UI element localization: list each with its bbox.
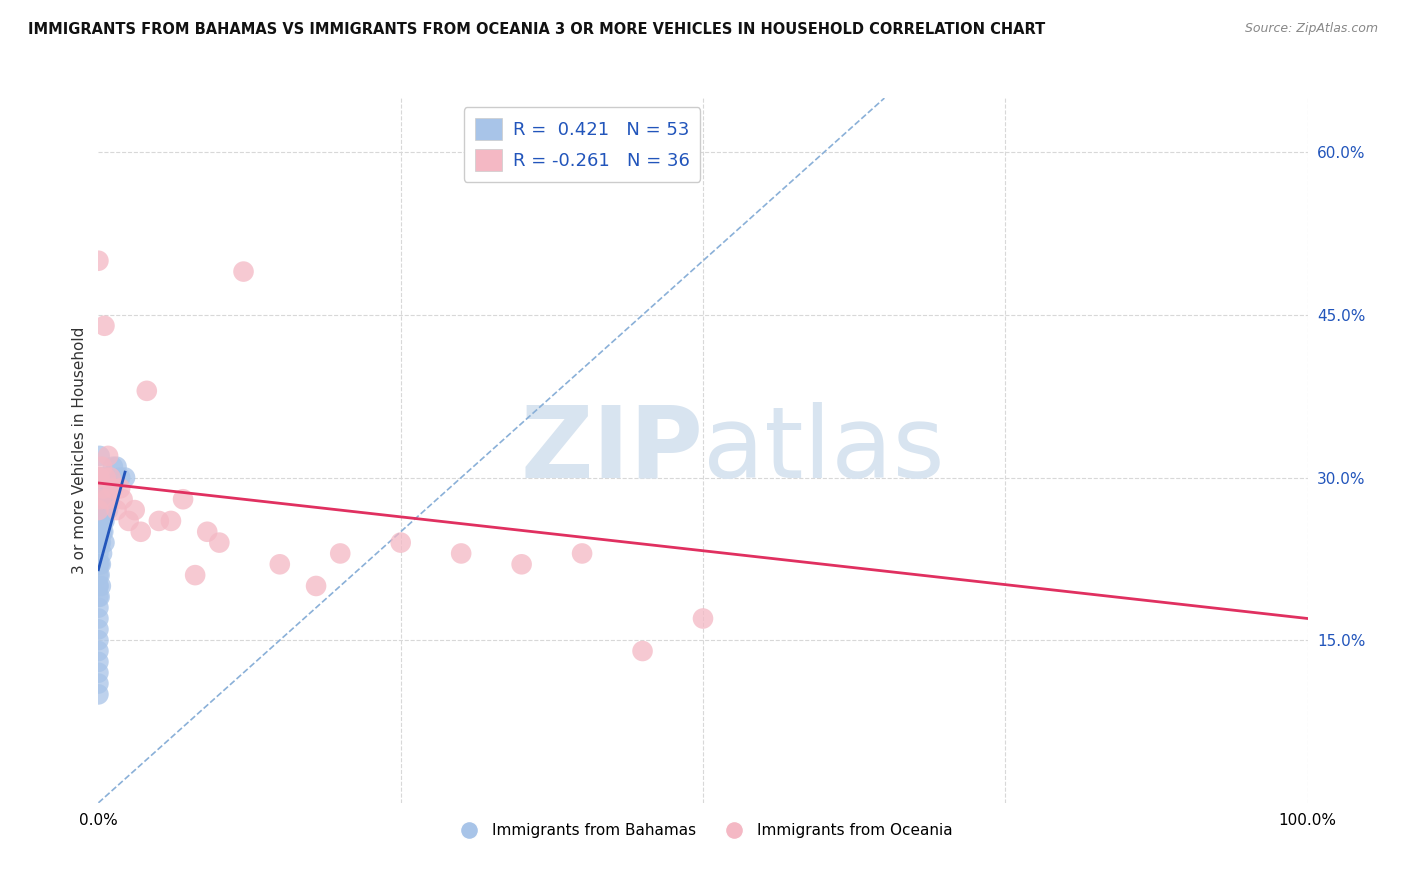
Point (91, 482, 114, 496)
Point (232, 264, 254, 278)
Point (96, 492, 118, 507)
Point (269, 558, 291, 572)
Point (91, 503, 114, 517)
Point (101, 459, 124, 474)
Point (87, 470, 110, 484)
Point (87, 524, 110, 539)
Point (91, 524, 114, 539)
Point (90, 514, 112, 528)
Point (98, 492, 121, 507)
Point (89, 558, 111, 572)
Point (97, 449, 120, 463)
Point (329, 546, 352, 560)
Point (91, 482, 114, 496)
Point (91, 546, 114, 560)
Point (305, 579, 328, 593)
Point (135, 384, 157, 398)
Point (114, 470, 136, 484)
Point (87, 253, 110, 268)
Point (172, 492, 194, 507)
Point (89, 449, 111, 463)
Point (100, 482, 122, 496)
Point (87, 514, 110, 528)
Point (87, 503, 110, 517)
Point (108, 470, 131, 484)
Point (90, 535, 112, 549)
Point (208, 535, 231, 549)
Point (105, 503, 128, 517)
Point (90, 470, 112, 484)
Point (91, 524, 114, 539)
Point (148, 514, 170, 528)
Point (510, 558, 533, 572)
Point (87, 579, 110, 593)
Point (87, 623, 110, 637)
Point (93, 318, 115, 333)
Point (101, 482, 124, 496)
Point (93, 514, 115, 528)
Point (87, 665, 110, 680)
Point (87, 503, 110, 517)
Point (90, 558, 112, 572)
Point (87, 676, 110, 690)
Point (91, 482, 114, 496)
Point (93, 470, 115, 484)
Point (90, 579, 112, 593)
Point (118, 514, 141, 528)
Point (160, 514, 183, 528)
Text: IMMIGRANTS FROM BAHAMAS VS IMMIGRANTS FROM OCEANIA 3 OR MORE VEHICLES IN HOUSEHO: IMMIGRANTS FROM BAHAMAS VS IMMIGRANTS FR… (28, 22, 1046, 37)
Y-axis label: 3 or more Vehicles in Household: 3 or more Vehicles in Household (72, 326, 87, 574)
Point (90, 492, 112, 507)
Text: Source: ZipAtlas.com: Source: ZipAtlas.com (1244, 22, 1378, 36)
Point (96, 470, 118, 484)
Point (91, 459, 114, 474)
Point (89, 470, 111, 484)
Point (87, 633, 110, 648)
Point (87, 611, 110, 625)
Point (87, 600, 110, 615)
Point (90, 492, 112, 507)
Text: atlas: atlas (703, 402, 945, 499)
Point (571, 546, 593, 560)
Point (89, 590, 111, 604)
Point (87, 492, 110, 507)
Point (89, 535, 111, 549)
Point (87, 590, 110, 604)
Point (93, 535, 115, 549)
Point (87, 687, 110, 701)
Point (105, 459, 128, 474)
Point (94, 492, 117, 507)
Point (89, 514, 111, 528)
Point (87, 558, 110, 572)
Point (87, 579, 110, 593)
Legend: Immigrants from Bahamas, Immigrants from Oceania: Immigrants from Bahamas, Immigrants from… (447, 817, 959, 845)
Point (631, 644, 654, 658)
Point (108, 482, 131, 496)
Point (100, 470, 122, 484)
Point (89, 492, 111, 507)
Point (89, 568, 111, 582)
Point (184, 568, 207, 582)
Point (129, 524, 152, 539)
Point (111, 492, 134, 507)
Point (389, 535, 412, 549)
Point (87, 546, 110, 560)
Point (97, 503, 120, 517)
Text: ZIP: ZIP (520, 402, 703, 499)
Point (87, 655, 110, 669)
Point (195, 524, 218, 539)
Point (89, 470, 111, 484)
Point (87, 535, 110, 549)
Point (91, 503, 114, 517)
Point (450, 546, 472, 560)
Point (692, 611, 714, 625)
Point (94, 470, 117, 484)
Point (87, 644, 110, 658)
Point (124, 503, 146, 517)
Point (87, 568, 110, 582)
